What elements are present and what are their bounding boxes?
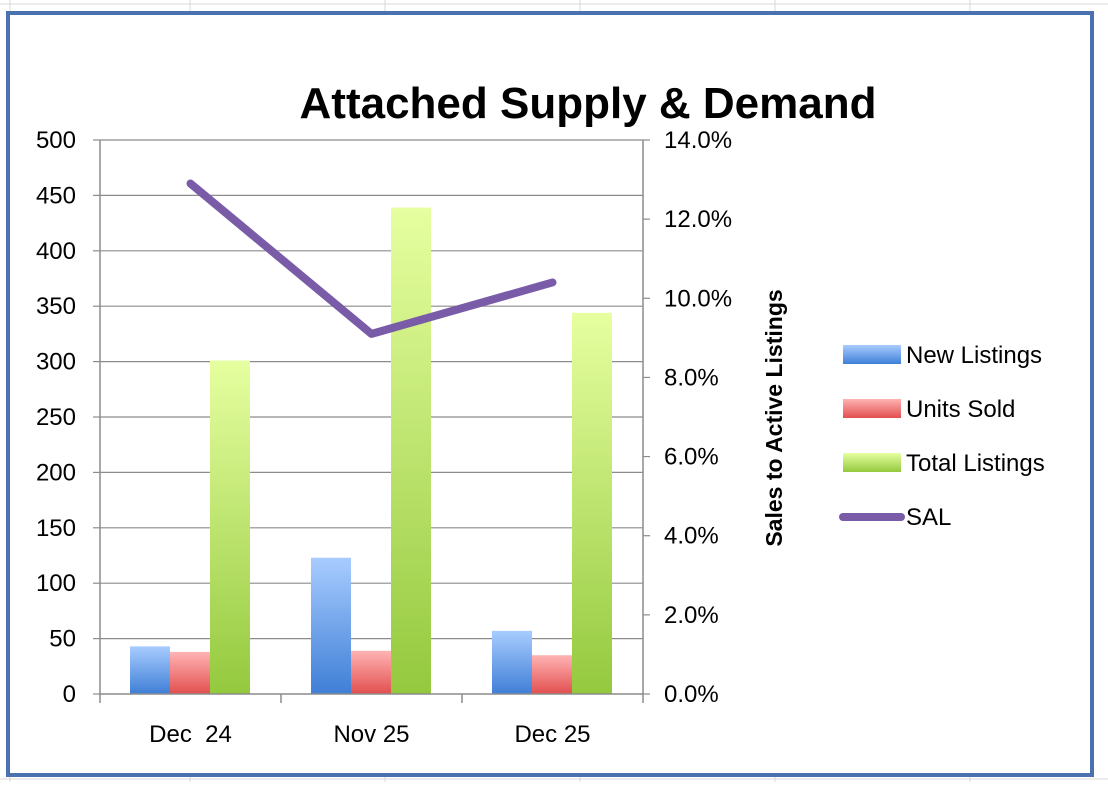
chart-title: Attached Supply & Demand — [300, 79, 877, 128]
right-tick-label: 14.0% — [664, 127, 732, 154]
right-axis-label: Sales to Active Listings — [761, 289, 787, 546]
bar-new-listings — [130, 646, 170, 694]
left-tick-label: 350 — [36, 293, 76, 320]
bar-total-listings — [210, 360, 250, 694]
right-tick-label: 4.0% — [664, 523, 719, 550]
bar-marks — [130, 207, 612, 694]
legend-swatch-new-listings — [843, 345, 901, 364]
left-tick-label: 300 — [36, 349, 76, 376]
right-tick-label: 0.0% — [664, 681, 719, 708]
left-tick-label: 250 — [36, 404, 76, 431]
right-axis-ticks: 0.0% 2.0% 4.0% 6.0% 8.0% 10.0% 12.0% 14.0% — [643, 127, 732, 708]
x-tick-label: Dec 25 — [514, 721, 590, 748]
bar-new-listings — [492, 630, 532, 694]
left-tick-label: 100 — [36, 570, 76, 597]
right-tick-label: 10.0% — [664, 285, 732, 312]
right-tick-label: 2.0% — [664, 602, 719, 629]
x-tick-label: Nov 25 — [333, 721, 409, 748]
bar-units-sold — [532, 655, 572, 694]
left-tick-label: 0 — [63, 681, 76, 708]
right-tick-label: 12.0% — [664, 206, 732, 233]
legend-swatch-units-sold — [843, 399, 901, 418]
bar-total-listings — [572, 312, 612, 694]
legend-label-total-listings: Total Listings — [906, 450, 1045, 477]
x-axis-ticks: Dec 24 Nov 25 Dec 25 — [99, 694, 644, 748]
left-tick-label: 150 — [36, 515, 76, 542]
x-tick-label: Dec 24 — [149, 721, 232, 748]
right-tick-label: 8.0% — [664, 364, 719, 391]
left-tick-label: 50 — [49, 626, 76, 653]
legend-label-new-listings: New Listings — [906, 342, 1042, 369]
bar-units-sold — [170, 651, 210, 694]
series-line-sal — [186, 179, 557, 338]
right-tick-label: 6.0% — [664, 444, 719, 471]
legend: New Listings Units Sold Total Listings SAL — [839, 342, 1045, 531]
legend-label-units-sold: Units Sold — [906, 396, 1015, 423]
left-tick-label: 400 — [36, 238, 76, 265]
left-tick-label: 500 — [36, 127, 76, 154]
plot-gridlines — [100, 139, 643, 640]
legend-label-sal: SAL — [906, 504, 951, 531]
left-tick-label: 450 — [36, 182, 76, 209]
bar-new-listings — [311, 557, 351, 694]
left-axis-ticks: 0 50 100 150 200 250 300 350 400 450 500 — [36, 127, 100, 708]
bar-total-listings — [391, 207, 431, 694]
sal-line-layer — [186, 179, 557, 338]
left-tick-label: 200 — [36, 459, 76, 486]
legend-swatch-total-listings — [843, 453, 901, 472]
bar-units-sold — [351, 650, 391, 694]
